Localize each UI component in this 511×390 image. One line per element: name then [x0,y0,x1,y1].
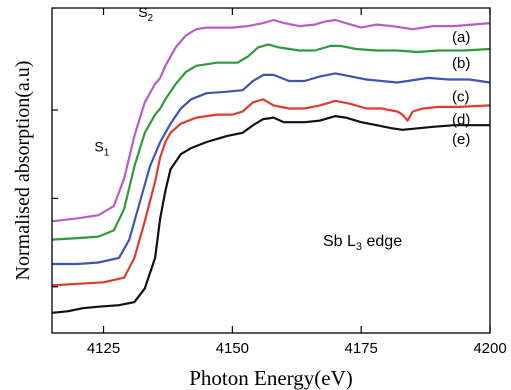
series-label-4: (e) [452,131,470,148]
axes-layer [51,7,491,334]
series-line-1 [51,43,491,241]
labels-layer: (a) (b) (c) (d) (e) 4125 4150 4175 4200 Photon En… [12,4,507,390]
series-line-3 [51,98,491,287]
x-tick-label-3: 4200 [473,340,506,357]
feature-label-0: S1 [94,138,109,158]
series-line-4 [51,115,490,314]
feature-label-1: S2 [138,4,153,24]
plot-frame [51,7,491,334]
series-line-2 [52,72,491,266]
series-label-0: (a) [452,29,470,46]
series-label-2: (c) [452,89,470,106]
x-tick-label-1: 4150 [216,340,249,357]
series-label-1: (b) [452,55,470,72]
series-layer [51,18,491,314]
series-line-0 [51,18,491,223]
y-axis-title: Normalised absorption(a.u) [12,61,34,281]
x-axis-title: Photon Energy(eV) [189,366,353,390]
series-label-3: (d) [452,111,470,128]
edge-annotation: Sb L3 edge [323,233,402,253]
x-tick-label-2: 4175 [344,340,377,357]
x-tick-label-0: 4125 [87,340,120,357]
